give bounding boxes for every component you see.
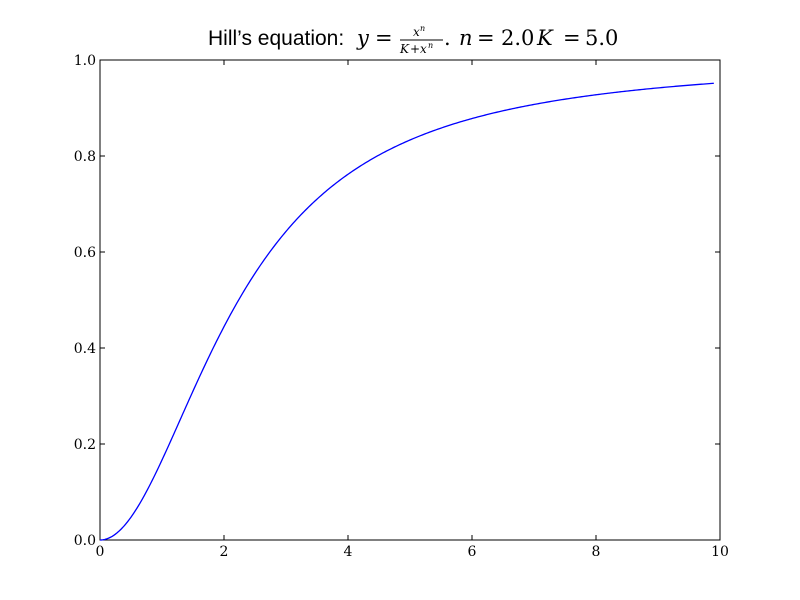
title-k-value: 5.0 <box>585 26 618 50</box>
title-prefix: Hill’s equation: <box>208 27 344 50</box>
series-line <box>99 82 714 541</box>
title-numerator-exp: n <box>420 24 425 33</box>
title-denominator-plus: + <box>410 42 420 56</box>
x-tick-label: 4 <box>344 544 353 560</box>
title-n-var: n <box>459 26 473 50</box>
y-tick-label: 0.6 <box>74 245 96 261</box>
y-tick-label: 0.4 <box>74 341 96 357</box>
title-y-var: y <box>356 26 370 50</box>
title-k-var: K <box>536 26 554 50</box>
y-tick-label: 0.0 <box>74 533 96 549</box>
x-tick-label: 2 <box>220 544 229 560</box>
title-equals: = <box>375 26 393 50</box>
y-tick-label: 1.0 <box>74 53 96 69</box>
title-denominator-exp: n <box>428 41 433 50</box>
y-tick-label: 0.2 <box>74 437 96 453</box>
title-k-equals: = <box>563 26 581 50</box>
title-n-value: 2.0 <box>501 26 534 50</box>
chart-title: Hill’s equation: <box>208 27 344 50</box>
title-numerator-base: x <box>413 25 420 39</box>
title-denominator-k: K <box>399 42 410 56</box>
title-n-equals: = <box>477 26 495 50</box>
plot-frame <box>99 59 721 541</box>
title-denominator-base: x <box>420 42 427 56</box>
title-period: . <box>444 26 451 50</box>
y-tick-label: 0.8 <box>74 149 96 165</box>
x-tick-label: 8 <box>592 544 601 560</box>
x-tick-label: 0 <box>96 544 105 560</box>
axis-ticks: 0 2 4 6 8 10 0.0 0.2 0.4 0.6 0.8 1.0 <box>74 53 729 560</box>
series-layer <box>99 82 714 541</box>
x-tick-label: 6 <box>468 544 477 560</box>
x-tick-label: 10 <box>711 544 729 560</box>
